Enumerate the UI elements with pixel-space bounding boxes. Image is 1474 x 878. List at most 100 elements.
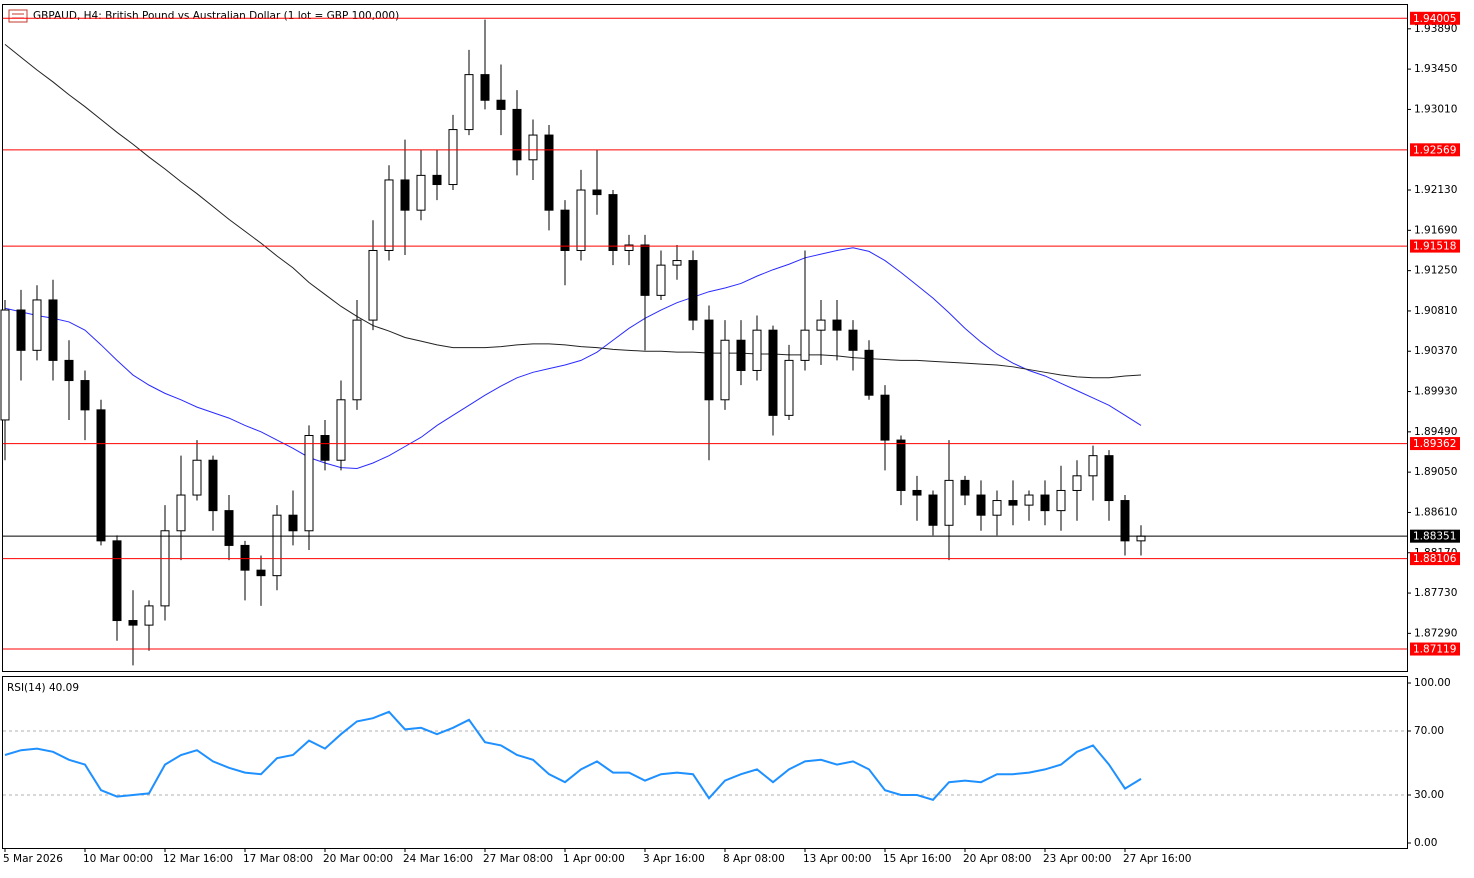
candle-body	[640, 244, 650, 296]
candle-body	[976, 494, 986, 516]
x-tick-label: 23 Apr 00:00	[1043, 853, 1111, 865]
candle-body	[848, 329, 858, 351]
current-price-label: 1.88351	[1413, 531, 1456, 543]
candle-body	[16, 309, 26, 351]
candle-body	[864, 349, 874, 396]
candle-body	[208, 459, 218, 512]
candle-body	[784, 359, 794, 416]
candle-body	[304, 435, 314, 532]
y-tick-label: 1.90370	[1414, 345, 1457, 357]
candle-body	[64, 359, 74, 382]
chart-title: GBPAUD, H4: British Pound vs Australian …	[33, 10, 399, 22]
candle-body	[432, 174, 442, 186]
current-price-label-bg	[1410, 529, 1460, 543]
candle-body	[176, 494, 186, 532]
y-tick-label: 1.89050	[1414, 466, 1457, 478]
y-tick-label: 1.91250	[1414, 265, 1457, 277]
candle-body	[32, 299, 42, 351]
candle-body	[288, 514, 298, 532]
moving-average	[4, 43, 1142, 379]
level-label-bg	[1410, 11, 1460, 25]
level-label: 1.89362	[1413, 438, 1456, 450]
candle-body	[800, 329, 810, 361]
y-tick-label: 1.93010	[1414, 103, 1457, 115]
level-label: 1.92569	[1413, 144, 1456, 156]
candle-body	[336, 399, 346, 461]
x-tick-label: 5 Mar 2026	[3, 853, 63, 865]
y-tick-label: 1.89930	[1414, 386, 1457, 398]
candle-body	[1120, 500, 1130, 542]
candle-body	[480, 74, 490, 101]
y-tick-label: 1.90810	[1414, 305, 1457, 317]
candle-body	[896, 439, 906, 491]
candle-body	[736, 339, 746, 371]
candle-body	[1008, 500, 1018, 506]
candle-body	[816, 319, 826, 331]
x-tick-label: 10 Mar 00:00	[83, 853, 153, 865]
candle-body	[912, 489, 922, 496]
candle-body	[992, 500, 1002, 516]
candle-body	[752, 329, 762, 371]
x-tick-label: 27 Apr 16:00	[1123, 853, 1191, 865]
candle-body	[496, 99, 506, 110]
candle-body	[0, 309, 10, 421]
rsi-line	[4, 710, 1142, 801]
candle-body	[160, 530, 170, 607]
candle-body	[112, 540, 122, 622]
candle-body	[368, 249, 378, 321]
candle-body	[880, 394, 890, 441]
y-tick-label: 1.89490	[1414, 426, 1457, 438]
candle-body	[544, 134, 554, 211]
level-label-bg	[1410, 239, 1460, 253]
x-tick-label: 20 Mar 00:00	[323, 853, 393, 865]
level-label-bg	[1410, 552, 1460, 566]
candle-body	[560, 209, 570, 251]
candle-body	[400, 179, 410, 211]
candle-body	[592, 189, 602, 196]
candle-body	[512, 108, 522, 161]
candle-body	[48, 299, 58, 361]
level-label-bg	[1410, 642, 1460, 656]
candle-body	[720, 339, 730, 401]
x-tick-label: 1 Apr 00:00	[563, 853, 625, 865]
level-label-bg	[1410, 437, 1460, 451]
candle-body	[1024, 494, 1034, 506]
candle-body	[384, 179, 394, 251]
y-tick-label: 0.00	[1414, 837, 1437, 849]
candle-body	[416, 174, 426, 211]
candle-body	[688, 260, 698, 321]
y-tick-label: 1.91690	[1414, 224, 1457, 236]
level-label-bg	[1410, 143, 1460, 157]
rsi-title: RSI(14) 40.09	[7, 682, 79, 694]
x-tick-label: 3 Apr 16:00	[643, 853, 705, 865]
candle-body	[352, 319, 362, 401]
x-tick-label: 15 Apr 16:00	[883, 853, 951, 865]
candle-body	[80, 380, 90, 411]
candle-body	[656, 264, 666, 296]
candle-body	[96, 409, 106, 542]
candle-body	[1136, 535, 1146, 542]
candle-body	[128, 620, 138, 626]
moving-average	[4, 247, 1142, 469]
candle-body	[944, 479, 954, 526]
x-tick-label: 24 Mar 16:00	[403, 853, 473, 865]
candle-body	[1104, 455, 1114, 502]
y-tick-label: 1.88610	[1414, 506, 1457, 518]
level-label: 1.91518	[1413, 241, 1456, 253]
candle-body	[448, 129, 458, 186]
level-label: 1.87119	[1413, 644, 1456, 656]
candle-body	[272, 514, 282, 577]
candle-body	[1088, 455, 1098, 477]
x-tick-label: 20 Apr 08:00	[963, 853, 1031, 865]
candle-body	[960, 479, 970, 496]
candle-body	[704, 319, 714, 401]
y-tick-label: 1.93890	[1414, 23, 1457, 35]
y-tick-label: 30.00	[1414, 789, 1444, 801]
symbol-icon	[8, 9, 28, 23]
y-tick-label: 1.93450	[1414, 63, 1457, 75]
rsi-panel	[2, 676, 1408, 849]
candle-body	[1040, 494, 1050, 512]
candle-body	[144, 605, 154, 626]
